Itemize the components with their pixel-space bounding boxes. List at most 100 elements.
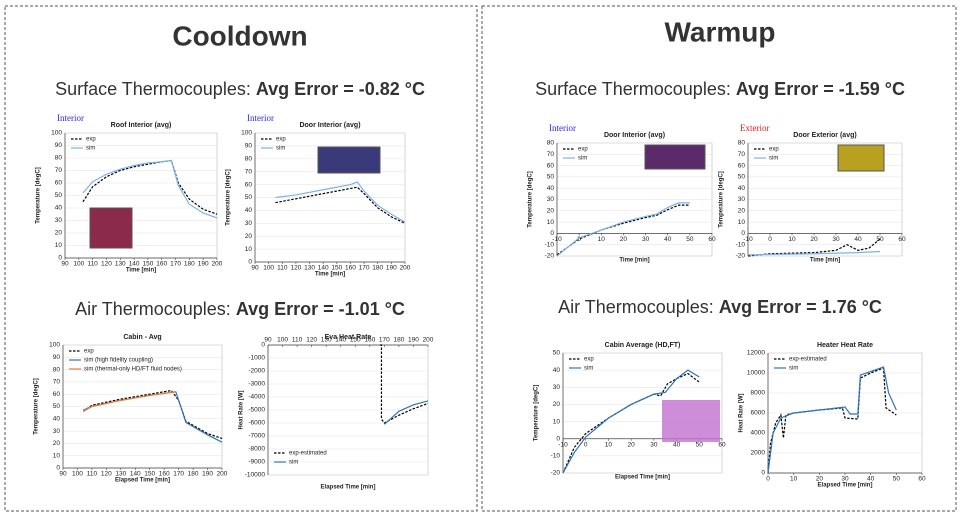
y-tick-label: 90 [55,142,63,149]
y-axis-label: Temperature [degC] [226,169,232,226]
series-line [82,389,223,440]
y-tick-label: 30 [738,196,746,203]
x-tick-label: 150 [144,471,155,478]
x-tick-label: 10 [598,236,606,243]
x-tick-label: 190 [202,471,213,478]
panel-title: Cooldown [172,20,307,51]
annotation: Interior [247,113,274,123]
series-line [275,181,406,223]
x-tick-label: 10 [788,236,796,243]
legend-label: sim [289,460,298,466]
x-tick-label: 140 [335,337,346,344]
series-line [82,159,218,219]
x-tick-label: 130 [304,265,315,272]
x-tick-label: 130 [115,261,126,268]
y-tick-label: 0 [761,470,765,477]
subtitle: Surface Thermocouples: Avg Error = -1.59 … [535,79,905,99]
x-tick-label: 50 [893,476,901,483]
x-tick-label: 130 [115,471,126,478]
x-axis-label: Time [min] [619,258,649,264]
y-tick-label: -10 [736,241,746,248]
y-tick-label: 0 [550,230,554,237]
x-tick-label: 170 [379,337,390,344]
series-line [747,238,881,257]
x-axis-label: Time [min] [126,268,156,274]
chart-title: Door Exterior (avg) [793,132,856,139]
x-tick-label: 140 [318,265,329,272]
y-tick-label: 50 [53,403,61,410]
y-tick-label: 2000 [751,450,766,457]
legend-label: exp [584,357,594,363]
x-tick-label: 20 [816,476,824,483]
x-tick-label: 190 [198,261,209,268]
chart-title: Door Interior (avg) [604,132,665,139]
y-tick-label: 30 [245,220,253,227]
y-tick-label: 70 [55,167,63,174]
legend-label: exp-estimated [289,451,327,457]
x-tick-label: 150 [350,337,361,344]
x-tick-label: 170 [173,471,184,478]
y-tick-label: 12000 [747,350,765,357]
y-tick-label: 80 [547,140,555,147]
chart-title: Roof Interior (avg) [111,122,172,129]
x-tick-label: -10 [743,236,753,243]
y-tick-label: 70 [53,379,61,386]
y-tick-label: 0 [261,342,265,349]
y-tick-label: 40 [738,185,746,192]
legend-label: sim [276,146,285,152]
x-tick-label: 90 [59,471,67,478]
legend-label: sim [789,366,798,372]
subtitle-label: Surface Thermocouples: [55,79,251,99]
legend-label: exp [769,147,779,153]
y-tick-label: -4000 [248,394,265,401]
legend-label: sim [86,146,95,152]
y-tick-label: 40 [55,205,63,212]
x-tick-label: 170 [359,265,370,272]
subtitle-error: Avg Error = -1.59 °C [736,79,905,99]
x-tick-label: 0 [766,476,770,483]
subtitle-label: Air Thermocouples: [558,297,714,317]
y-tick-label: 20 [738,208,746,215]
y-tick-label: 60 [245,181,253,188]
y-tick-label: 0 [248,259,252,266]
y-tick-label: 10 [738,219,746,226]
y-tick-label: 80 [53,366,61,373]
y-tick-label: 0 [58,255,62,262]
x-tick-label: 110 [87,471,98,478]
y-tick-label: 60 [53,391,61,398]
y-tick-label: 40 [53,416,61,423]
series-line [747,250,881,256]
x-tick-label: 40 [867,476,875,483]
chart: Cabin - Avg 0 10 20 30 40 50 60 70 80 90 100 90 100 11… [34,334,228,484]
y-tick-label: 60 [55,180,63,187]
series-line [767,367,897,474]
legend-label: sim [578,156,587,162]
x-tick-label: 200 [423,337,434,344]
series-line [556,204,690,256]
inset-image [317,146,381,174]
subtitle: Surface Thermocouples: Avg Error = -0.82 … [55,79,425,99]
x-tick-label: 90 [264,337,272,344]
chart: Roof Interior (avg) Interior 0 10 20 30 40 50 60… [36,113,223,274]
x-tick-label: 160 [345,265,356,272]
chart-title: Eva Heat Rate [325,334,372,341]
annotation: Exterior [740,123,770,133]
y-tick-label: 10 [55,242,63,249]
y-tick-label: 10000 [747,370,765,377]
x-tick-label: 60 [918,476,926,483]
x-tick-label: 190 [408,337,419,344]
chart-title: Door Interior (avg) [299,122,360,129]
x-tick-label: 60 [898,236,906,243]
inset-image [662,400,720,442]
y-axis-label: Temperature [degC] [719,171,725,228]
inset-image [89,207,133,249]
y-tick-label: 20 [553,401,561,408]
x-tick-label: 160 [159,471,170,478]
y-tick-label: 20 [547,208,555,215]
y-axis-label: Heat Rate [W] [239,390,245,429]
x-tick-label: 180 [393,337,404,344]
x-tick-label: 100 [72,471,83,478]
inset-image [837,144,885,172]
x-tick-label: -10 [558,441,568,448]
